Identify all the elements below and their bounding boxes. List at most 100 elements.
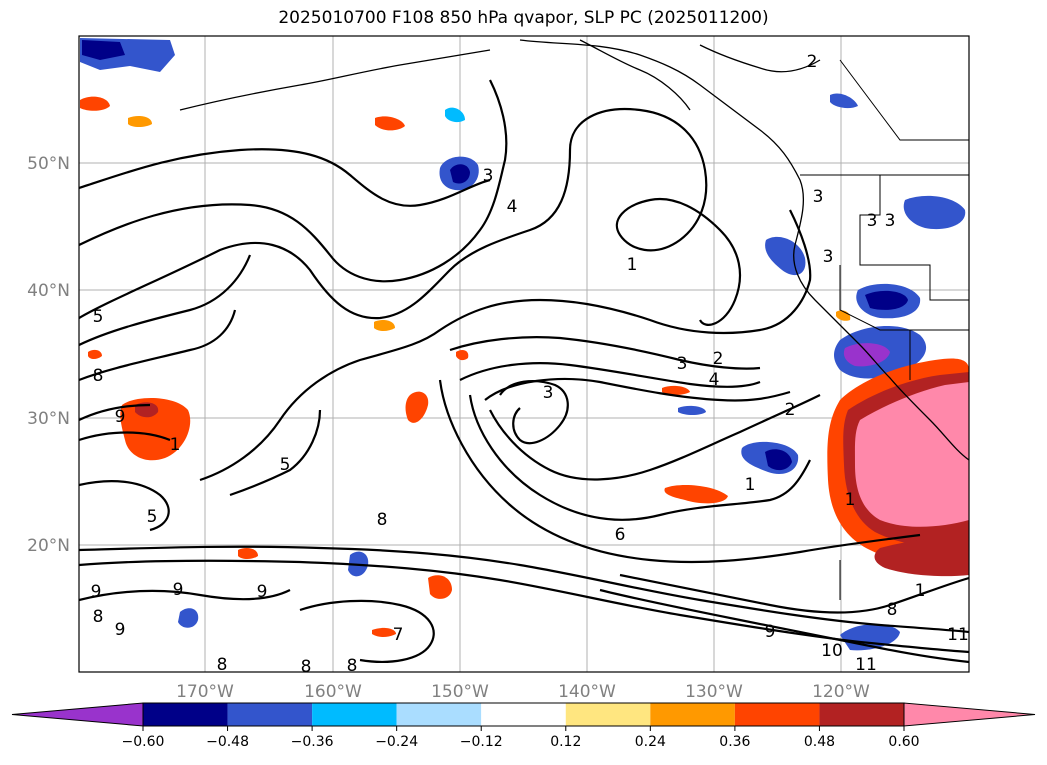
colorbar-tick-label: −0.48 bbox=[206, 734, 249, 750]
contour-label: 3 bbox=[483, 166, 494, 186]
negative-anomaly-core bbox=[843, 343, 890, 367]
longitude-labels: 170°W 160°W 150°W 140°W 130°W 120°W bbox=[176, 682, 870, 702]
contour-label: 7 bbox=[393, 625, 404, 645]
contour-label: 11 bbox=[855, 655, 877, 675]
colorbar-tick-label: 0.60 bbox=[888, 734, 919, 750]
negative-anomaly-core bbox=[450, 164, 470, 184]
colorbar-tick-label: 0.36 bbox=[719, 734, 750, 750]
latitude-labels: 50°N 40°N 30°N 20°N bbox=[27, 154, 70, 556]
colorbar-bin bbox=[734, 703, 820, 726]
colorbar-bin bbox=[396, 703, 482, 726]
contour-label: 3 bbox=[813, 187, 824, 207]
contour-label: 8 bbox=[217, 655, 228, 675]
positive-anomaly-region bbox=[662, 385, 690, 395]
contour-label: 9 bbox=[765, 622, 776, 642]
contour-label: 8 bbox=[887, 600, 898, 620]
colorbar-bin bbox=[227, 703, 313, 726]
positive-anomaly-region bbox=[456, 350, 469, 361]
colorbar-bin bbox=[565, 703, 651, 726]
colorbar-bin bbox=[312, 703, 397, 726]
longitude-label: 120°W bbox=[812, 682, 870, 702]
contour-label: 3 bbox=[677, 354, 688, 374]
longitude-label: 160°W bbox=[304, 682, 362, 702]
colorbar-frame bbox=[142, 702, 905, 727]
negative-anomaly-core bbox=[865, 290, 908, 310]
positive-anomaly-region bbox=[405, 391, 429, 423]
contour-label: 8 bbox=[301, 657, 312, 677]
contour-label: 1 bbox=[745, 475, 756, 495]
negative-anomaly-region bbox=[178, 608, 199, 628]
contour-label: 5 bbox=[93, 307, 104, 327]
contour-labels: 2 3 4 1 3 3 3 5 8 9 1 5 5 8 3 3 2 4 3 2 … bbox=[91, 52, 969, 677]
negative-anomaly-core bbox=[765, 449, 792, 471]
latitude-label: 40°N bbox=[27, 281, 70, 301]
negative-anomaly-region bbox=[445, 107, 465, 123]
colorbar-tick-label: −0.24 bbox=[375, 734, 418, 750]
slp-contours bbox=[79, 79, 969, 664]
longitude-label: 140°W bbox=[558, 682, 616, 702]
contour-label: 1 bbox=[170, 435, 181, 455]
contour-label: 4 bbox=[507, 197, 518, 217]
qvapor-anomaly-fills bbox=[80, 38, 969, 651]
contour-label: 8 bbox=[377, 510, 388, 530]
positive-anomaly-region bbox=[428, 575, 452, 599]
contour-label: 3 bbox=[543, 383, 554, 403]
positive-anomaly-region bbox=[874, 537, 969, 577]
contour-label: 9 bbox=[91, 582, 102, 602]
negative-anomaly-region bbox=[678, 405, 706, 415]
colorbar-bin bbox=[481, 703, 566, 726]
colorbar-tick-label: 0.24 bbox=[635, 734, 666, 750]
contour-label: 1 bbox=[915, 581, 926, 601]
contour-label: 9 bbox=[115, 407, 126, 427]
colorbar: −0.60 −0.48 −0.36 −0.24 −0.12 0.12 0.24 0.36 0.4… bbox=[11, 702, 1036, 750]
contour-label: 9 bbox=[257, 582, 268, 602]
colorbar-bin bbox=[650, 703, 735, 726]
longitude-label: 170°W bbox=[176, 682, 234, 702]
latitude-label: 50°N bbox=[27, 154, 70, 174]
colorbar-bin bbox=[819, 703, 904, 726]
contour-label: 4 bbox=[709, 370, 720, 390]
positive-anomaly-region bbox=[80, 96, 110, 111]
positive-anomaly-core bbox=[854, 382, 969, 527]
contour-label: 8 bbox=[347, 656, 358, 676]
contour-label: 3 bbox=[885, 211, 896, 231]
longitude-label: 130°W bbox=[685, 682, 743, 702]
colorbar-tick-label: 0.12 bbox=[550, 734, 581, 750]
contour-label: 11 bbox=[947, 625, 969, 645]
contour-label: 5 bbox=[280, 455, 291, 475]
colorbar-tick-label: 0.48 bbox=[804, 734, 835, 750]
contour-label: 9 bbox=[115, 620, 126, 640]
colorbar-tick-label: −0.12 bbox=[460, 734, 503, 750]
contour-label: 8 bbox=[93, 366, 104, 386]
longitude-label: 150°W bbox=[431, 682, 489, 702]
contour-label: 6 bbox=[615, 525, 626, 545]
contour-label: 5 bbox=[147, 507, 158, 527]
negative-anomaly-region bbox=[903, 195, 966, 230]
latitude-label: 30°N bbox=[27, 409, 70, 429]
latitude-label: 20°N bbox=[27, 536, 70, 556]
contour-label: 9 bbox=[173, 580, 184, 600]
figure-title: 2025010700 F108 850 hPa qvapor, SLP PC (… bbox=[278, 8, 769, 28]
contour-label: 3 bbox=[823, 247, 834, 267]
contour-label: 1 bbox=[627, 255, 638, 275]
contour-label: 10 bbox=[821, 641, 843, 661]
contour-label: 2 bbox=[713, 349, 724, 369]
map-frame bbox=[78, 35, 970, 673]
positive-anomaly-region bbox=[374, 320, 395, 331]
coastline bbox=[179, 39, 969, 461]
colorbar-extension-high bbox=[903, 702, 1036, 727]
positive-anomaly-region bbox=[664, 484, 728, 504]
positive-anomaly-region bbox=[375, 116, 405, 131]
contour-label: 1 bbox=[845, 490, 856, 510]
colorbar-tick-label: −0.36 bbox=[291, 734, 334, 750]
contour-label: 2 bbox=[785, 400, 796, 420]
colorbar-bin bbox=[143, 703, 228, 726]
colorbar-extension-low bbox=[11, 702, 144, 727]
contour-label: 2 bbox=[807, 52, 818, 72]
positive-anomaly-region bbox=[128, 116, 152, 127]
contour-label: 8 bbox=[93, 607, 104, 627]
negative-anomaly-region bbox=[830, 93, 858, 109]
negative-anomaly-core bbox=[82, 40, 125, 60]
contour-label: 3 bbox=[867, 211, 878, 231]
